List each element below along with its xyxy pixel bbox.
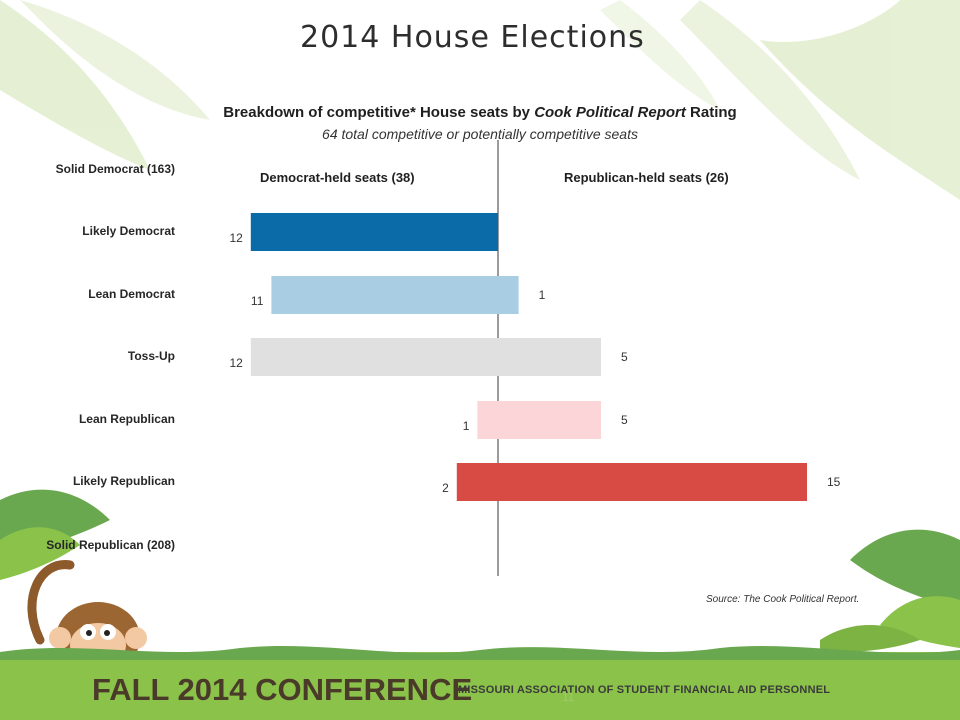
footer-title: FALL 2014 CONFERENCE [92,672,473,707]
subtitle-source: Cook Political Report [534,104,686,121]
rep-value-label: 1 [539,288,546,302]
footer-org: MISSOURI ASSOCIATION OF STUDENT FINANCIA… [458,684,831,696]
rep-value-label: 5 [621,413,628,427]
category-label: Likely Republican [72,474,175,488]
leaf-top-left-icon [0,0,210,170]
subtitle-pre: Breakdown of competitive* House seats by [223,104,535,121]
chart-subtitle: Breakdown of competitive* House seats by… [100,104,860,121]
dem-value-label: 2 [442,481,449,495]
dem-value-label: 12 [229,231,243,245]
dem-value-label: 12 [229,356,243,370]
bar-toss-up [250,338,602,376]
category-label: Lean Republican [78,412,175,426]
rep-value-label: 5 [621,350,628,364]
chart-subnote: 64 total competitive or potentially comp… [322,126,638,142]
page-number: 11 [562,690,575,704]
category-label: Lean Democrat [88,287,175,301]
dem-seats-header: Democrat-held seats (38) [260,170,415,185]
ground-band [0,652,960,720]
bar-lean-republican [477,401,601,439]
source-note: Source: The Cook Political Report. [706,594,860,605]
subtitle-post: Rating [685,104,737,121]
bar-likely-republican [456,463,807,501]
dem-value-label: 11 [251,294,264,308]
category-label: Solid Republican (208) [46,538,175,552]
bar-lean-democrat [271,276,519,314]
leaf-bottom-right-icon [820,529,960,652]
page-title: 2014 House Elections [300,20,645,55]
category-label: Likely Democrat [82,224,175,238]
category-label: Toss-Up [127,349,175,363]
bar-likely-democrat [250,213,498,251]
dem-value-label: 1 [463,419,470,433]
category-label: Solid Democrat (163) [55,162,175,176]
rep-seats-header: Republican-held seats (26) [564,170,729,185]
leaf-top-right-icon [600,0,960,200]
leaf-bottom-left-icon [0,489,110,580]
rep-value-label: 15 [827,475,841,489]
